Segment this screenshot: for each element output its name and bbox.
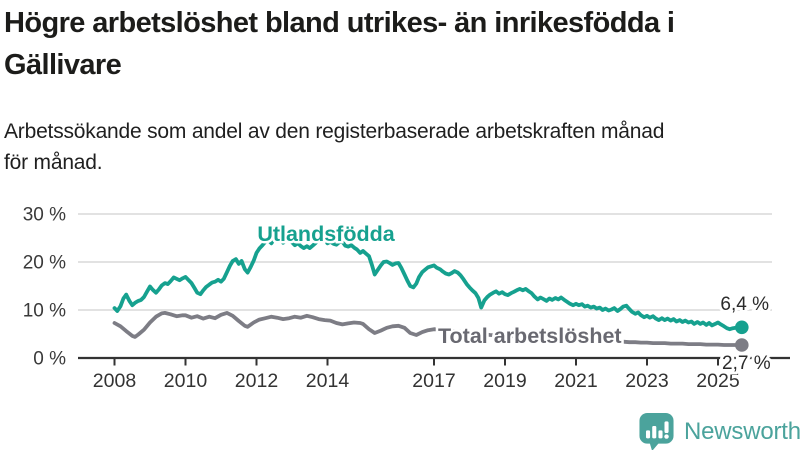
x-axis-label: 2012	[235, 370, 278, 392]
page-subtitle-line1: Arbetssökande som andel av den registerb…	[4, 120, 665, 143]
series-line-1	[112, 311, 744, 347]
end-value-label-0: 6,4 %	[720, 294, 769, 315]
x-axis-label: 2023	[625, 370, 668, 392]
newsworthy-logo[interactable]: Newsworthy	[638, 412, 800, 450]
y-axis-label: 30 %	[23, 205, 66, 226]
series-end-dot-0	[735, 320, 749, 335]
x-axis-label: 2021	[554, 370, 597, 392]
series-end-dot-1	[735, 338, 749, 352]
page-subtitle: Arbetssökande som andel av den registerb…	[4, 116, 664, 178]
x-axis-label: 2014	[306, 370, 350, 392]
page-subtitle-line2: för månad.	[4, 151, 103, 174]
series-label-0: Utlandsfödda	[257, 222, 395, 246]
x-axis-label: 2010	[164, 370, 208, 392]
page-title-line2: Gällivare	[4, 49, 122, 81]
series-line-0	[112, 235, 744, 332]
x-axis-label: 2019	[483, 370, 526, 392]
series-label-1: Total arbetslöshet	[438, 324, 622, 348]
y-axis-label: 0 %	[33, 349, 66, 370]
newsworthy-bubble-chart-icon	[639, 413, 674, 450]
brand-name: Newsworthy	[684, 417, 800, 445]
page-title: Högre arbetslöshet bland utrikes- än inr…	[4, 2, 675, 86]
y-axis-label: 20 %	[23, 253, 66, 274]
y-axis-label: 10 %	[23, 301, 66, 322]
end-value-label-1: 2,7 %	[722, 353, 771, 374]
page-title-line1: Högre arbetslöshet bland utrikes- än inr…	[4, 7, 675, 39]
x-axis-label: 2025	[696, 370, 740, 392]
x-axis-label: 2017	[412, 370, 455, 392]
x-axis-label: 2008	[93, 370, 136, 392]
